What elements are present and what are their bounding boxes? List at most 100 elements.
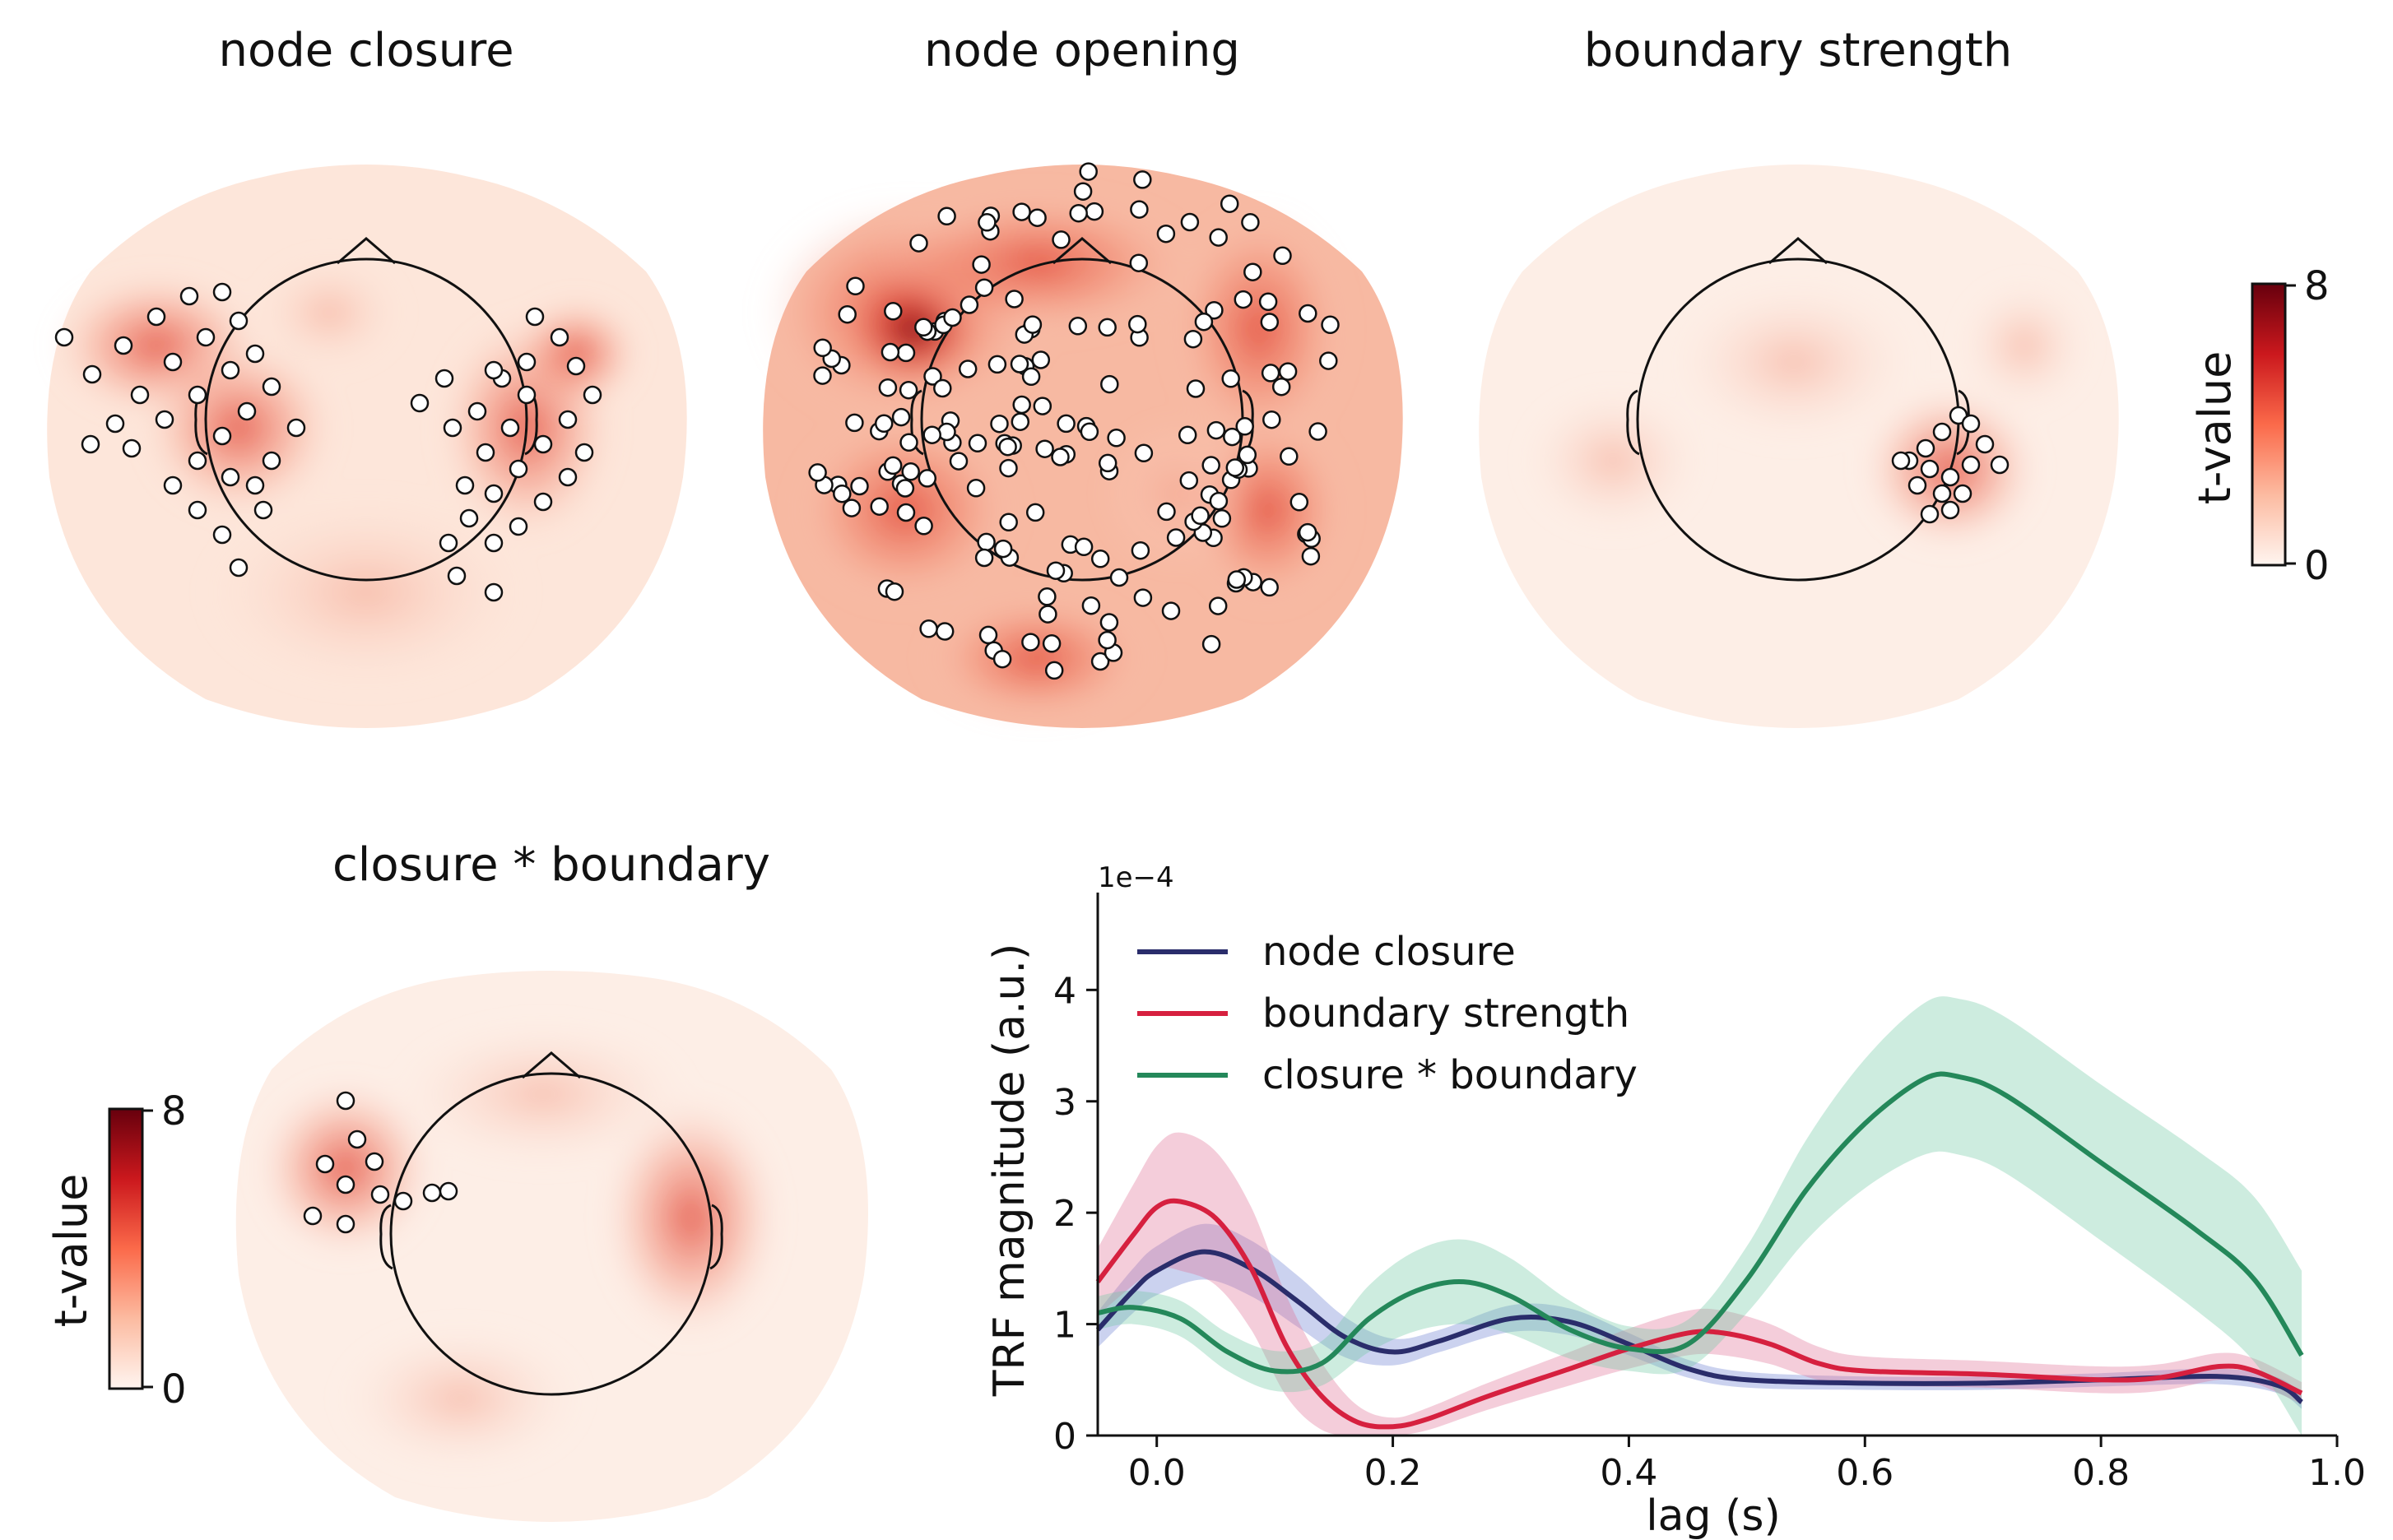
sensor-marker xyxy=(130,385,150,405)
legend-label: boundary strength xyxy=(1262,990,1629,1037)
sensor-marker xyxy=(1220,194,1239,213)
sensor-marker xyxy=(937,422,956,442)
head-outline xyxy=(379,1051,723,1396)
y-tick-label: 3 xyxy=(1053,1082,1076,1124)
sensor-marker xyxy=(455,475,475,495)
sensor-marker xyxy=(1023,315,1043,334)
sensor-marker xyxy=(1227,570,1247,589)
sensor-marker xyxy=(1021,367,1041,387)
y-tick-label: 1 xyxy=(1053,1305,1076,1347)
sensor-marker xyxy=(1090,652,1110,671)
sensor-marker xyxy=(188,451,207,471)
sensor-marker xyxy=(1134,443,1154,463)
sensor-marker xyxy=(558,467,578,487)
sensor-marker xyxy=(833,484,852,503)
x-tick-label: 0.2 xyxy=(1364,1452,1422,1494)
sensor-marker xyxy=(163,475,183,495)
sensor-marker xyxy=(1208,596,1228,615)
sensor-marker xyxy=(1212,509,1232,528)
sensor-marker xyxy=(1961,455,1981,475)
sensor-marker xyxy=(1940,467,1960,487)
sensor-marker xyxy=(1183,329,1203,349)
sensor-marker xyxy=(1028,208,1047,227)
sensor-marker xyxy=(1107,429,1126,448)
topomap-title: closure * boundary xyxy=(332,838,770,892)
y-tick-label: 0 xyxy=(1053,1416,1076,1458)
confidence-band xyxy=(1098,996,2302,1436)
sensor-marker xyxy=(1278,362,1298,381)
sensor-marker xyxy=(1280,447,1299,466)
sensor-marker xyxy=(484,582,504,602)
sensor-marker xyxy=(878,378,898,397)
sensor-marker xyxy=(1261,364,1280,383)
sensor-marker xyxy=(54,327,74,347)
sensor-marker xyxy=(525,307,545,327)
sensor-marker xyxy=(909,234,928,253)
sensor-marker xyxy=(1057,414,1076,434)
sensor-marker xyxy=(958,359,978,378)
sensor-marker xyxy=(1156,224,1176,244)
sensor-marker xyxy=(992,649,1012,669)
sensor-marker xyxy=(1068,317,1088,336)
sensor-marker xyxy=(850,476,869,496)
sensor-marker xyxy=(574,443,594,462)
sensor-marker xyxy=(918,469,937,488)
sensor-marker xyxy=(303,1206,323,1226)
sensor-marker xyxy=(974,278,994,297)
sensor-marker xyxy=(1129,253,1149,272)
sensor-marker xyxy=(1241,213,1260,232)
sensor-marker xyxy=(978,625,998,645)
sensor-marker xyxy=(1932,422,1952,442)
sensor-marker xyxy=(422,1183,442,1203)
sensor-marker xyxy=(1128,314,1147,334)
sensor-marker xyxy=(1012,202,1031,221)
sensor-marker xyxy=(443,418,462,438)
sensor-marker xyxy=(914,517,933,536)
sensor-marker xyxy=(1916,438,1935,458)
trf-line-chart: 0.0 0.2 0.4 0.6 0.8 1.0 0 1 2 3 4 1e−4 lag (s) TRF… xyxy=(985,861,2366,1540)
sensor-marker xyxy=(966,479,986,498)
sensor-marker xyxy=(163,352,183,372)
colorbar-max-label: 8 xyxy=(2304,263,2330,309)
topomap-node-closure: node closure xyxy=(47,24,687,728)
topomap-field xyxy=(1479,165,2119,728)
sensor-marker xyxy=(1260,313,1280,332)
sensor-marker xyxy=(1194,312,1214,332)
series-line xyxy=(1095,1198,2303,1430)
colorbar-min-label: 0 xyxy=(161,1366,187,1412)
colorbar-label: t-value xyxy=(2189,351,2241,505)
topomap-boundary-strength: boundary strength xyxy=(1479,24,2119,728)
sensor-marker xyxy=(347,1129,367,1149)
sensor-marker xyxy=(146,307,166,327)
sensor-marker xyxy=(262,451,281,471)
sensor-marker xyxy=(262,377,281,397)
sensor-marker xyxy=(870,497,889,516)
sensor-marker xyxy=(439,1181,458,1201)
sensor-marker xyxy=(990,414,1009,434)
sensor-marker xyxy=(914,318,933,337)
legend-label: node closure xyxy=(1262,929,1516,975)
sensor-marker xyxy=(808,463,827,482)
sensor-marker xyxy=(1131,540,1150,560)
sensor-marker xyxy=(993,539,1013,559)
sensor-marker xyxy=(1235,417,1254,436)
sensor-marker xyxy=(1961,414,1981,434)
sensor-marker xyxy=(1308,422,1327,441)
sensor-marker xyxy=(221,360,240,380)
sensor-marker xyxy=(1301,546,1321,566)
sensor-marker xyxy=(1021,633,1040,652)
sensor-marker xyxy=(883,456,903,475)
sensor-marker xyxy=(999,458,1018,478)
topomap-node-opening: node opening xyxy=(757,24,1403,728)
sensor-marker xyxy=(212,525,232,545)
topomap-title: node closure xyxy=(218,24,513,77)
sensor-marker xyxy=(1238,445,1257,465)
sensor-marker xyxy=(1098,318,1117,337)
sensor-marker xyxy=(583,385,602,405)
sensor-marker xyxy=(336,1091,355,1111)
sensor-markers xyxy=(303,1091,458,1234)
sensor-marker xyxy=(1321,315,1340,335)
sensor-marker xyxy=(393,1191,413,1211)
y-tick-label: 2 xyxy=(1053,1193,1076,1235)
